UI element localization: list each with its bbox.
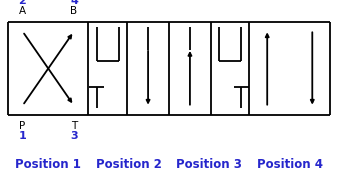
Text: A: A (19, 6, 26, 16)
Text: 4: 4 (70, 0, 78, 6)
Text: B: B (70, 6, 78, 16)
Text: 3: 3 (70, 131, 78, 141)
Text: P: P (19, 121, 26, 131)
Text: Position 1: Position 1 (15, 159, 81, 172)
Text: 1: 1 (19, 131, 26, 141)
Text: T: T (71, 121, 77, 131)
Text: Position 4: Position 4 (257, 159, 323, 172)
Text: Position 2: Position 2 (96, 159, 162, 172)
Text: Position 3: Position 3 (176, 159, 242, 172)
Text: 2: 2 (19, 0, 26, 6)
